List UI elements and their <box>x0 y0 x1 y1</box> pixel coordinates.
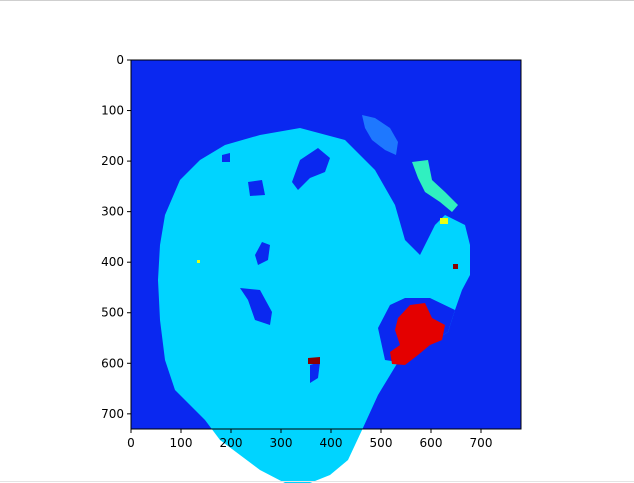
x-tick-label: 500 <box>370 436 393 450</box>
bottom-border <box>0 481 634 482</box>
x-tick-label: 100 <box>170 436 193 450</box>
lake_hole_6 <box>310 362 320 383</box>
main_region <box>158 128 470 483</box>
plot-frame <box>130 59 522 430</box>
lake_hole_3 <box>255 242 270 265</box>
dark_red_spot_2 <box>453 264 458 269</box>
x-tick-label: 0 <box>127 436 135 450</box>
x-tick-label: 200 <box>220 436 243 450</box>
y-tick-label: 700 <box>101 407 124 421</box>
x-tick-label: 700 <box>470 436 493 450</box>
y-tick-label: 200 <box>101 154 124 168</box>
dark_red_spot <box>308 357 320 364</box>
image-regions <box>158 115 470 483</box>
yellow_spot <box>440 218 448 224</box>
lake_hole_4 <box>248 180 265 196</box>
x-axis-ticks: 0 100 200 300 400 500 600 700 <box>127 429 492 450</box>
x-tick-label: 600 <box>420 436 443 450</box>
white_dot <box>197 260 200 263</box>
lake_hole_2 <box>292 148 330 190</box>
y-tick-label: 600 <box>101 356 124 370</box>
x-tick-label: 300 <box>270 436 293 450</box>
cyan_green_region <box>412 160 458 212</box>
x-tick-label: 400 <box>320 436 343 450</box>
red_region <box>390 303 445 365</box>
y-tick-label: 500 <box>101 306 124 320</box>
y-tick-label: 400 <box>101 255 124 269</box>
top-border <box>0 0 634 1</box>
y-tick-label: 0 <box>116 53 124 67</box>
y-axis-ticks: 0 100 200 300 400 500 600 700 <box>101 53 131 421</box>
y-tick-label: 100 <box>101 104 124 118</box>
lake_hole_1 <box>240 288 272 325</box>
small_blue_region <box>362 115 398 155</box>
y-tick-label: 300 <box>101 205 124 219</box>
lake_hole_5 <box>222 153 230 162</box>
